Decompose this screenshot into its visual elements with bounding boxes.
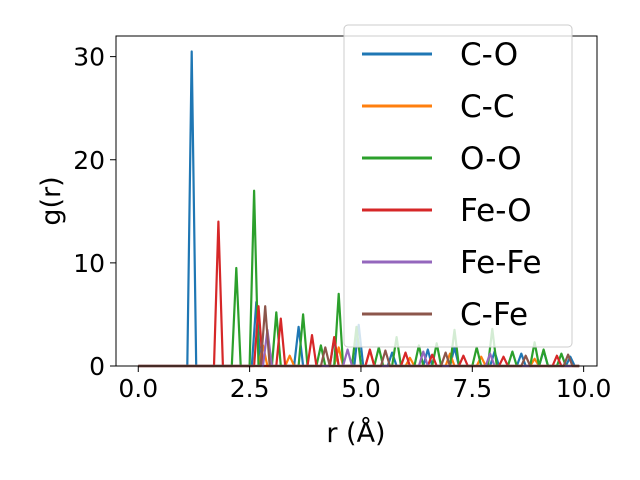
legend-label-fe-o: Fe-O <box>460 193 532 229</box>
y-axis-label: g(r) <box>36 176 67 225</box>
x-tick-label: 0.0 <box>118 374 158 403</box>
legend-label-c-o: C-O <box>460 37 518 73</box>
y-tick-label: 10 <box>73 249 105 278</box>
x-tick-label: 10.0 <box>556 374 612 403</box>
y-tick-label: 20 <box>73 146 105 175</box>
legend-label-c-fe: C-Fe <box>460 297 528 333</box>
x-tick-label: 7.5 <box>452 374 492 403</box>
legend-label-fe-fe: Fe-Fe <box>460 245 542 281</box>
x-tick-label: 5.0 <box>341 374 381 403</box>
x-tick-label: 2.5 <box>230 374 270 403</box>
x-axis-label: r (Å) <box>326 417 385 449</box>
legend: C-O C-C O-O Fe-O Fe-Fe C-Fe <box>343 24 573 348</box>
y-tick-label: 30 <box>73 43 105 72</box>
legend-label-c-c: C-C <box>460 89 514 125</box>
legend-frame <box>343 24 573 348</box>
y-axis-ticks: 0 10 20 30 <box>73 43 116 381</box>
y-tick-label: 0 <box>89 352 105 381</box>
legend-label-o-o: O-O <box>460 141 522 177</box>
x-axis-ticks: 0.0 2.5 5.0 7.5 10.0 <box>118 366 611 403</box>
